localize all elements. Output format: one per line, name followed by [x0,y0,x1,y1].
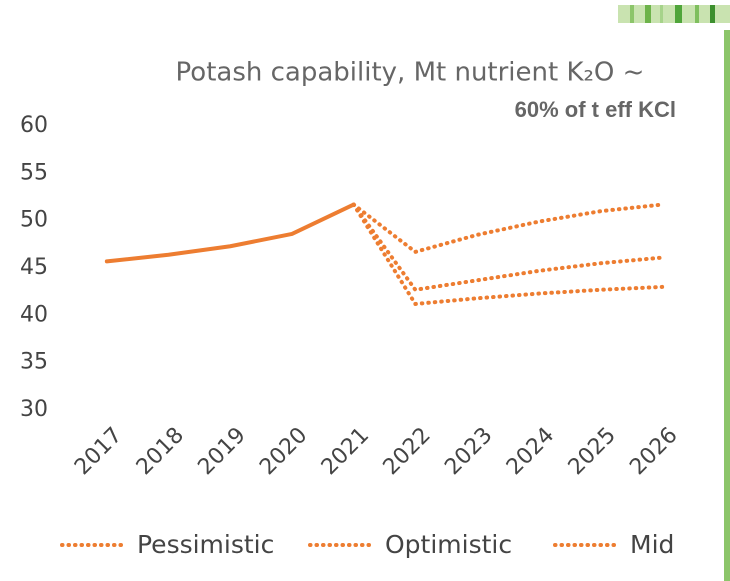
x-tick-label: 2021 [317,423,374,480]
decoration [618,5,730,581]
chart-subtitle: 60% of t eff KCl [515,97,676,122]
x-tick-label: 2019 [193,423,250,480]
x-tick-label: 2018 [132,423,189,480]
x-tick-label: 2020 [255,423,312,480]
y-tick-label: 35 [20,350,48,375]
series-line [104,202,356,264]
y-tick-label: 60 [20,113,48,138]
x-tick-label: 2025 [564,423,621,480]
legend-label: Pessimistic [137,530,274,559]
y-tick-label: 40 [20,302,48,327]
chart-title: Potash capability, Mt nutrient K₂O ~ [176,58,645,88]
y-tick-label: 30 [20,397,48,422]
x-tick-label: 2024 [502,423,559,480]
y-tick-label: 55 [20,160,48,185]
y-tick-label: 50 [20,208,48,233]
series-line [351,202,665,254]
x-tick-label: 2026 [625,423,682,480]
legend-label: Mid [630,530,674,559]
x-tick-label: 2022 [379,423,436,480]
series-line [351,202,665,306]
x-tick-label: 2017 [70,423,127,480]
y-tick-label: 45 [20,255,48,280]
legend-label: Optimistic [385,530,512,559]
x-tick-label: 2023 [440,423,497,480]
